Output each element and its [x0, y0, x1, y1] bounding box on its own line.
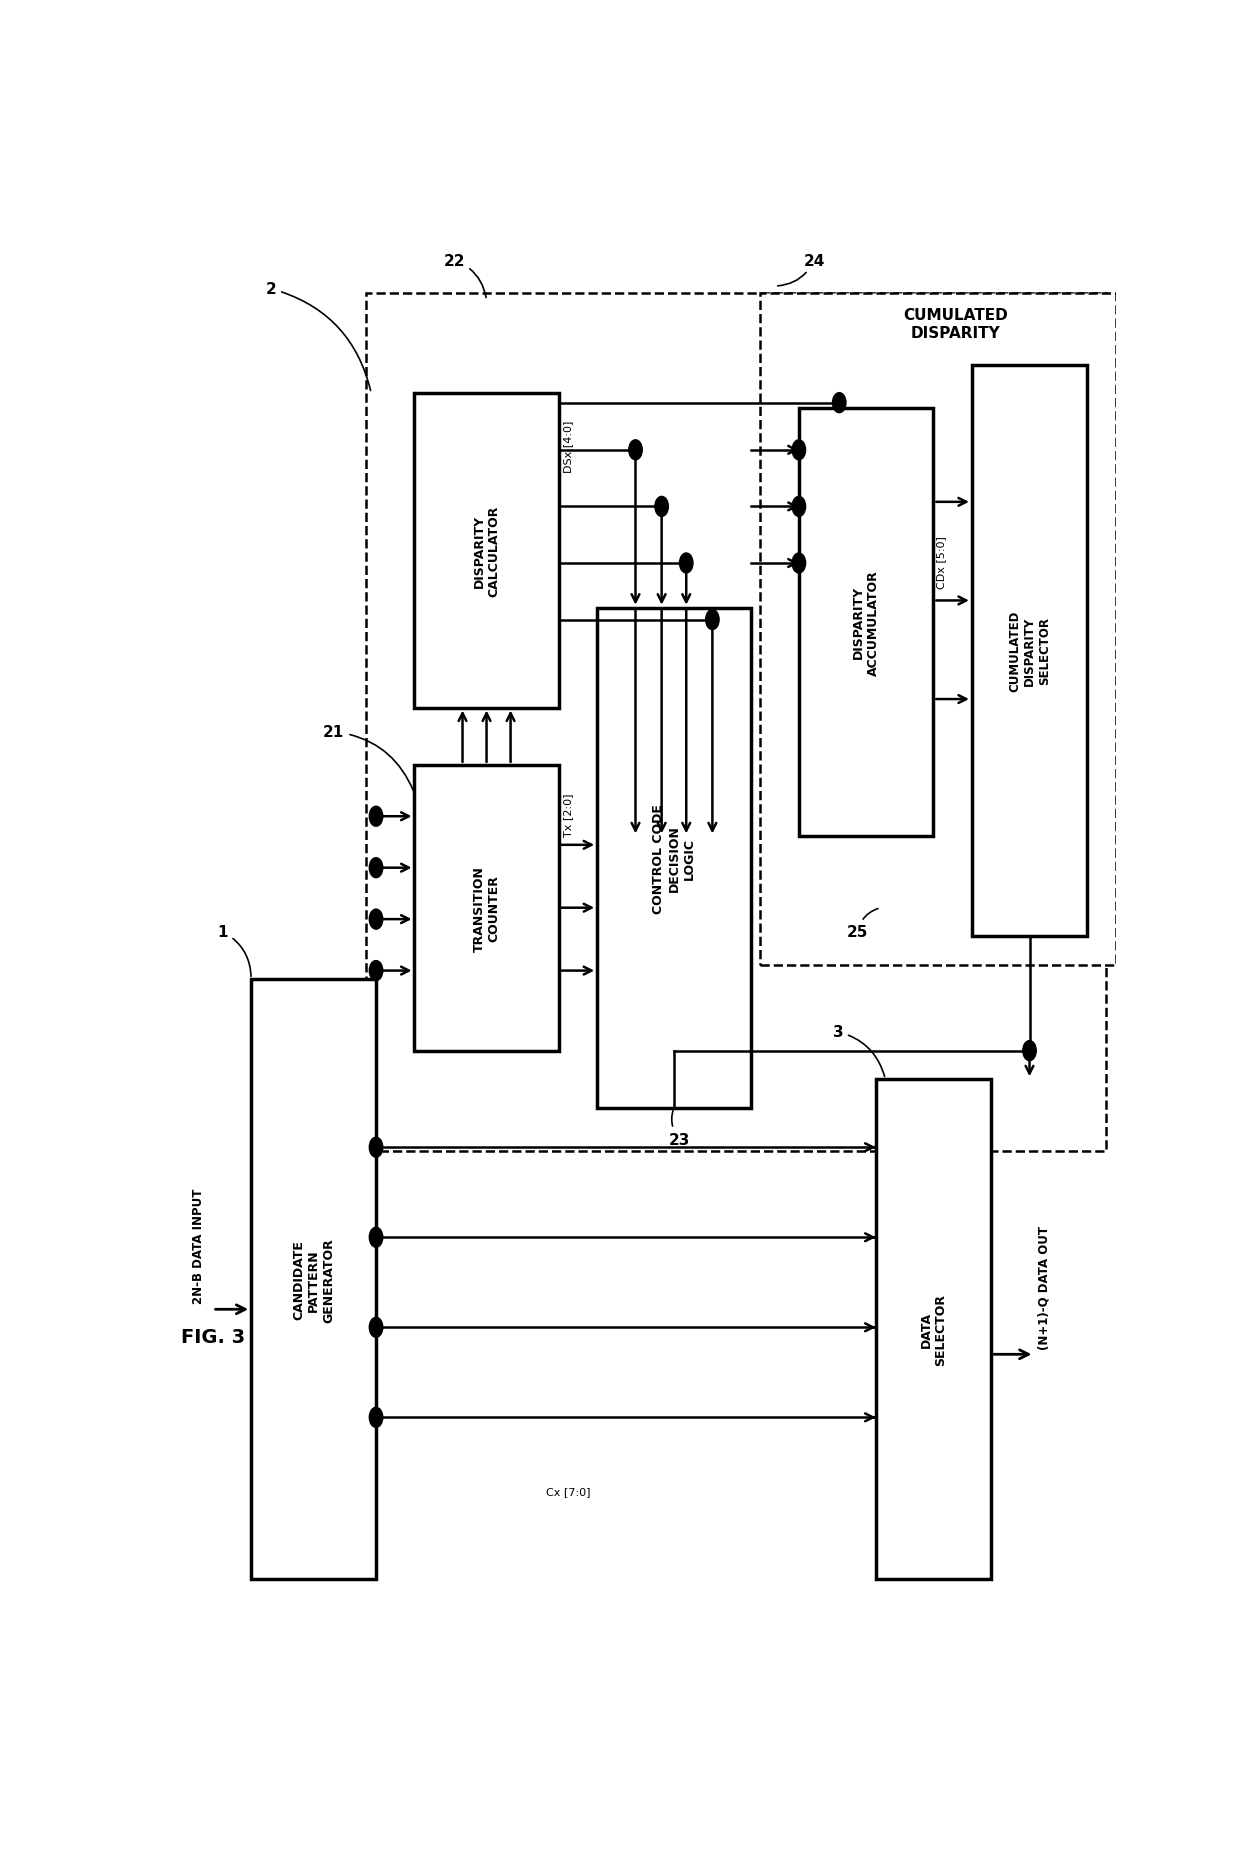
Text: CUMULATED
DISPARITY: CUMULATED DISPARITY	[904, 308, 1008, 341]
Bar	[760, 293, 1116, 965]
Bar	[799, 408, 934, 837]
Bar	[250, 979, 376, 1580]
Circle shape	[370, 909, 383, 929]
Text: FIG. 3: FIG. 3	[181, 1326, 244, 1347]
Circle shape	[680, 553, 693, 573]
Text: Tx [2:0]: Tx [2:0]	[563, 794, 573, 837]
Text: Cx [7:0]: Cx [7:0]	[546, 1486, 590, 1497]
Circle shape	[792, 497, 806, 518]
Text: DISPARITY
ACCUMULATOR: DISPARITY ACCUMULATOR	[852, 569, 880, 675]
Bar	[414, 766, 559, 1052]
Circle shape	[1023, 1041, 1037, 1061]
Text: DATA
SELECTOR: DATA SELECTOR	[919, 1293, 947, 1365]
Text: CANDIDATE
PATTERN
GENERATOR: CANDIDATE PATTERN GENERATOR	[293, 1237, 335, 1323]
Text: DSx [4:0]: DSx [4:0]	[563, 421, 573, 473]
Text: CDx [5:0]: CDx [5:0]	[936, 536, 946, 588]
Bar	[367, 295, 1106, 1150]
Text: 23: 23	[670, 1111, 691, 1146]
Text: 2N-B DATA INPUT: 2N-B DATA INPUT	[192, 1189, 205, 1304]
Circle shape	[706, 610, 719, 631]
Text: 21: 21	[324, 725, 413, 792]
Circle shape	[370, 1137, 383, 1158]
Text: TRANSITION
COUNTER: TRANSITION COUNTER	[472, 864, 501, 952]
Bar	[972, 365, 1087, 937]
Circle shape	[370, 1408, 383, 1428]
Bar	[875, 1080, 991, 1580]
Text: 22: 22	[444, 254, 486, 299]
Bar	[596, 608, 750, 1107]
Text: 2: 2	[265, 282, 371, 391]
Circle shape	[370, 1317, 383, 1337]
Text: 1: 1	[217, 926, 250, 978]
Circle shape	[370, 961, 383, 981]
Circle shape	[370, 859, 383, 877]
Text: 24: 24	[777, 254, 825, 288]
Bar	[414, 393, 559, 709]
Circle shape	[792, 441, 806, 460]
Circle shape	[370, 807, 383, 827]
Text: DISPARITY
CALCULATOR: DISPARITY CALCULATOR	[472, 505, 501, 597]
Text: 3: 3	[832, 1024, 884, 1078]
Circle shape	[370, 1228, 383, 1248]
Circle shape	[832, 393, 846, 414]
Circle shape	[655, 497, 668, 518]
Circle shape	[629, 441, 642, 460]
Circle shape	[792, 553, 806, 573]
Text: CUMULATED
DISPARITY
SELECTOR: CUMULATED DISPARITY SELECTOR	[1008, 610, 1052, 692]
Text: CONTROL CODE
DECISION
LOGIC: CONTROL CODE DECISION LOGIC	[652, 803, 696, 913]
Text: (N+1)-Q DATA OUT: (N+1)-Q DATA OUT	[1038, 1226, 1050, 1350]
Text: 25: 25	[847, 909, 878, 940]
